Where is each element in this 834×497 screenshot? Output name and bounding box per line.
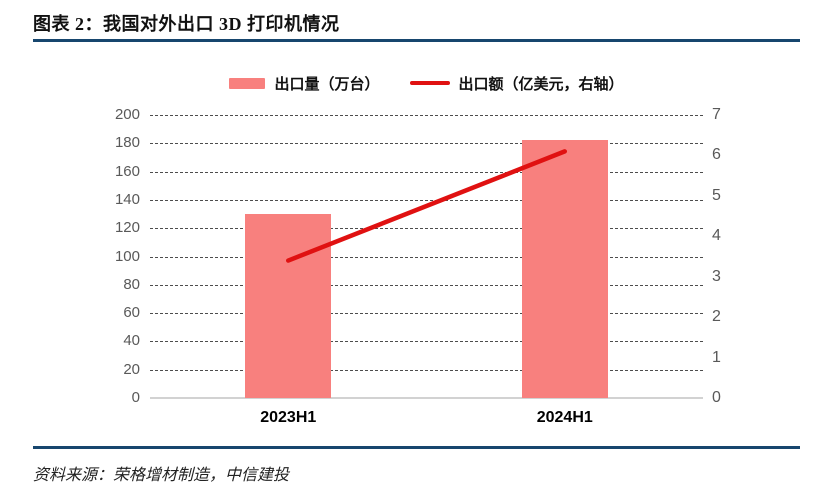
left-axis-tick-120: 120	[114, 219, 140, 237]
right-axis-tick-4: 4	[712, 227, 721, 245]
left-axis-tick-20: 20	[123, 360, 140, 378]
x-axis-label-2023H1: 2023H1	[260, 409, 317, 426]
gridline	[150, 369, 703, 371]
source-note: 资料来源：荣格增材制造，中信建投	[33, 467, 290, 484]
x-axis-label-2024H1: 2024H1	[536, 409, 593, 426]
gridline	[150, 143, 703, 145]
gridline	[150, 256, 703, 258]
bar-series-swatch	[229, 77, 266, 89]
left-axis-tick-100: 100	[114, 247, 140, 265]
figure-title: 图表 2：我国对外出口 3D 打印机情况	[33, 14, 340, 34]
left-axis-tick-160: 160	[114, 162, 140, 180]
bar-2023H1	[245, 214, 332, 398]
right-axis-tick-3: 3	[712, 267, 721, 285]
legend-item-export-value: 出口额（亿美元，右轴）	[409, 73, 624, 94]
gridline	[150, 228, 703, 230]
left-axis-tick-40: 40	[123, 332, 140, 350]
gridline	[150, 171, 703, 173]
right-axis-tick-0: 0	[712, 389, 721, 406]
title-underline-rule	[33, 39, 800, 42]
gridline	[150, 284, 703, 286]
legend-item-export-volume: 出口量（万台）	[229, 73, 380, 94]
line-series-label: 出口额（亿美元，右轴）	[458, 76, 624, 93]
right-axis-tick-1: 1	[712, 348, 721, 366]
right-axis-tick-2: 2	[712, 308, 721, 326]
left-axis-tick-0: 0	[131, 389, 140, 406]
left-axis-tick-60: 60	[123, 304, 140, 322]
line-series-path	[286, 149, 567, 263]
left-axis-tick-200: 200	[114, 106, 140, 123]
gridline	[150, 199, 703, 201]
gridline	[150, 341, 703, 343]
bar-series-label: 出口量（万台）	[274, 76, 380, 93]
chart-plot-area	[150, 115, 703, 399]
right-axis-tick-6: 6	[712, 146, 721, 164]
line-series-swatch	[409, 81, 450, 85]
footer-rule	[33, 446, 800, 449]
left-axis-tick-140: 140	[114, 190, 140, 208]
x-axis-baseline	[150, 397, 703, 399]
bar-2024H1	[521, 140, 608, 398]
chart-legend: 出口量（万台） 出口额（亿美元，右轴）	[150, 72, 703, 94]
left-axis-tick-180: 180	[114, 134, 140, 152]
right-axis-tick-5: 5	[712, 186, 721, 204]
gridline	[150, 313, 703, 315]
left-axis-tick-80: 80	[123, 275, 140, 293]
gridline	[150, 115, 703, 116]
line-series-layer	[286, 149, 567, 263]
right-axis-tick-7: 7	[712, 106, 721, 123]
